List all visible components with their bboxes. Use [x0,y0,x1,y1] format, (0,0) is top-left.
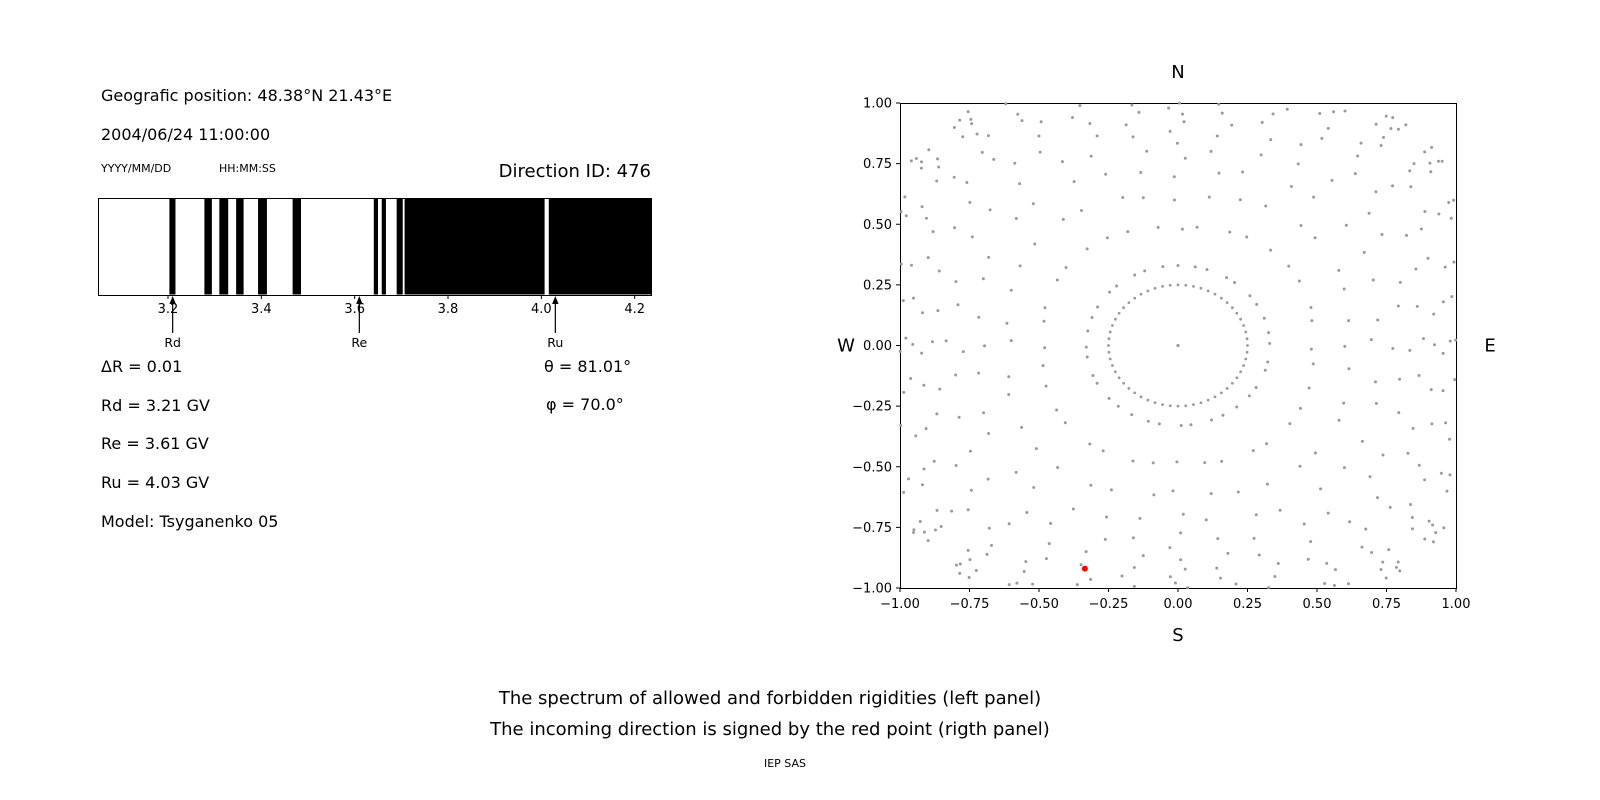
svg-text:Rd: Rd [164,335,181,350]
re-text: Re = 3.61 GV [101,434,209,453]
svg-text:0.50: 0.50 [863,218,892,233]
svg-text:−0.25: −0.25 [852,400,892,415]
asymptotic-direction-chart: −1.00 −0.75 −0.50 −0.25 0.00 0.25 0.50 0.75 1.00… [837,62,1496,646]
svg-text:−0.75: −0.75 [950,597,990,612]
geo-position-text: Geografic position: 48.38°N 21.43°E [101,86,393,105]
svg-text:−1.00: −1.00 [852,582,892,597]
svg-text:Re: Re [351,335,367,350]
svg-text:N: N [1171,62,1184,83]
credit-text: IEP SAS [763,757,807,770]
svg-text:−1.00: −1.00 [880,597,920,612]
svg-text:4.2: 4.2 [624,302,645,317]
svg-text:0.25: 0.25 [1233,597,1262,612]
svg-text:−0.50: −0.50 [1019,597,1059,612]
date-format-label: YYYY/MM/DD [101,162,172,175]
svg-text:−0.50: −0.50 [852,460,892,475]
svg-text:3.4: 3.4 [251,302,272,317]
delta-r-text: ΔR = 0.01 [101,357,183,376]
caption-line1: The spectrum of allowed and forbidden ri… [498,688,1042,709]
datetime-text: 2004/06/24 11:00:00 [101,125,271,144]
svg-text:W: W [837,336,855,357]
svg-text:Ru: Ru [547,335,563,350]
svg-text:1.00: 1.00 [1442,597,1471,612]
svg-text:3.2: 3.2 [158,302,179,317]
theta-text: θ = 81.01° [544,357,632,376]
svg-text:3.8: 3.8 [438,302,459,317]
svg-text:0.50: 0.50 [1303,597,1332,612]
direction-id-text: Direction ID: 476 [498,161,651,182]
svg-text:S: S [1172,625,1183,646]
svg-text:−0.75: −0.75 [852,521,892,536]
svg-text:−0.25: −0.25 [1089,597,1129,612]
svg-text:4.0: 4.0 [531,302,552,317]
phi-text: φ = 70.0° [546,395,624,414]
time-format-label: HH:MM:SS [219,162,276,175]
svg-text:0.00: 0.00 [1164,597,1193,612]
ru-text: Ru = 4.03 GV [101,473,210,492]
red-direction-point [1081,565,1088,572]
svg-text:0.75: 0.75 [1372,597,1401,612]
svg-text:1.00: 1.00 [863,97,892,112]
svg-text:0.75: 0.75 [863,157,892,172]
rd-text: Rd = 3.21 GV [101,396,210,415]
rigidity-spectrum-chart: 3.2 3.4 3.6 3.8 4.0 4.2 Rd Re Ru [98,198,652,350]
svg-text:3.6: 3.6 [344,302,365,317]
svg-text:0.00: 0.00 [863,339,892,354]
caption-line2: The incoming direction is signed by the … [490,719,1050,740]
svg-text:0.25: 0.25 [863,278,892,293]
model-text: Model: Tsyganenko 05 [101,512,279,531]
svg-text:E: E [1484,336,1495,357]
